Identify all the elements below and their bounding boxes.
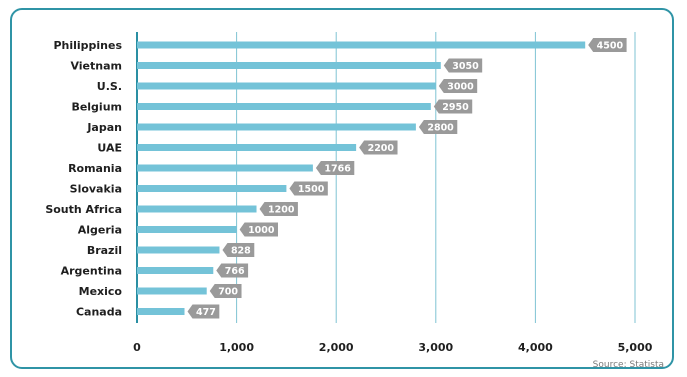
value-label: 1766: [315, 161, 355, 175]
value-label-tag: [289, 181, 328, 196]
value-label-tag: [418, 120, 458, 134]
value-label: 1500: [289, 181, 328, 196]
x-tick-label: 4,000: [518, 341, 553, 354]
category-label: Mexico: [79, 285, 123, 298]
bar: [137, 185, 287, 192]
bar: [137, 82, 436, 90]
value-label-tag: [239, 222, 278, 237]
value-label-text: 477: [196, 307, 216, 318]
category-label: Vietnam: [70, 60, 122, 73]
bar: [137, 103, 431, 110]
value-label-tag: [433, 99, 473, 114]
category-label: Argentina: [61, 265, 122, 278]
value-label: 3050: [443, 58, 483, 73]
value-label-text: 766: [225, 266, 245, 277]
bar: [137, 287, 207, 295]
category-label: U.S.: [97, 80, 122, 93]
grid-lines: [136, 32, 636, 323]
value-label-text: 3050: [452, 61, 479, 72]
bar: [137, 62, 441, 69]
category-label: Belgium: [71, 101, 122, 114]
value-label-text: 4500: [597, 41, 624, 52]
value-label-text: 2950: [442, 102, 469, 113]
value-label: 477: [187, 304, 220, 319]
bar: [137, 41, 586, 49]
value-label: 2950: [433, 99, 473, 114]
category-label: Algeria: [78, 224, 122, 237]
category-labels: Philippines Vietnam U.S. Belgium Japan UAE Rom…: [45, 39, 122, 319]
value-label-tag: [216, 263, 249, 278]
category-label: Slovakia: [70, 183, 122, 196]
value-label: 1200: [259, 202, 298, 216]
value-label-text: 700: [218, 287, 238, 298]
source-note: Source: Statista: [593, 360, 664, 370]
value-label-tag: [359, 140, 398, 155]
value-label-text: 3000: [447, 82, 474, 93]
bar: [137, 123, 416, 131]
value-label: 2800: [418, 120, 458, 134]
x-axis-ticks: 0 1,000 2,000 3,000 4,000 5,000: [133, 341, 653, 354]
value-label-tag: [443, 58, 483, 73]
bar: [137, 267, 214, 274]
value-label-tag: [438, 79, 478, 93]
value-label: 4500: [588, 38, 627, 52]
chart-frame: Philippines Vietnam U.S. Belgium Japan UAE Rom…: [10, 8, 674, 370]
value-label-text: 828: [231, 246, 251, 257]
category-label: UAE: [97, 142, 122, 155]
bars: [137, 41, 586, 315]
value-label-tag: [222, 243, 255, 257]
value-label: 766: [216, 263, 249, 278]
value-label-tag: [315, 161, 355, 175]
bar: [137, 226, 237, 233]
value-label-tag: [209, 284, 242, 298]
category-label: Philippines: [53, 39, 122, 52]
value-label: 2200: [359, 140, 398, 155]
bar: [137, 164, 313, 172]
category-label: Romania: [68, 162, 122, 175]
value-label: 700: [209, 284, 242, 298]
value-label-text: 1500: [298, 184, 325, 195]
value-label-tag: [187, 304, 220, 319]
value-label-text: 2800: [427, 123, 454, 134]
value-label-tag: [588, 38, 627, 52]
x-tick-label: 3,000: [418, 341, 453, 354]
x-tick-label: 5,000: [618, 341, 653, 354]
category-label: South Africa: [45, 203, 122, 216]
x-tick-label: 0: [133, 341, 141, 354]
x-tick-label: 1,000: [219, 341, 254, 354]
category-label: Brazil: [87, 244, 122, 257]
value-label-text: 1200: [268, 205, 295, 216]
value-label: 1000: [239, 222, 278, 237]
bar: [137, 246, 220, 254]
bar: [137, 205, 257, 213]
value-label-text: 1000: [248, 225, 275, 236]
category-label: Japan: [86, 121, 122, 134]
bar-chart: Philippines Vietnam U.S. Belgium Japan UAE Rom…: [45, 32, 664, 370]
value-label-text: 2200: [368, 143, 395, 154]
x-tick-label: 2,000: [319, 341, 354, 354]
bar: [137, 308, 185, 315]
value-label: 3000: [438, 79, 478, 93]
value-label: 828: [222, 243, 255, 257]
bar: [137, 144, 357, 151]
value-label-tag: [259, 202, 298, 216]
value-label-text: 1766: [324, 164, 351, 175]
category-label: Canada: [76, 306, 122, 319]
